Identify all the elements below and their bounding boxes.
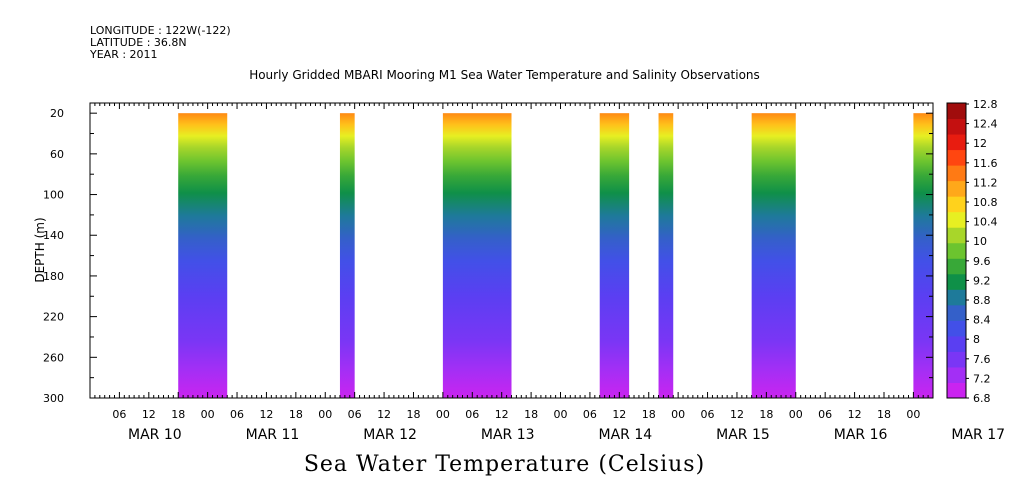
x-tick-label: 12	[142, 408, 156, 421]
colorbar-label: 12.4	[973, 118, 998, 131]
x-tick-label: 00	[201, 408, 215, 421]
x-tick-label: 06	[583, 408, 597, 421]
colorbar-swatch	[947, 366, 966, 383]
x-tick-label: 12	[259, 408, 273, 421]
x-tick-label: 00	[554, 408, 568, 421]
colorbar-swatch	[947, 149, 966, 166]
y-axis-label: DEPTH (m)	[33, 217, 47, 282]
data-segment-2	[339, 113, 355, 398]
x-tick-label: 06	[465, 408, 479, 421]
colorbar-label: 11.2	[973, 176, 998, 189]
y-tick-label: 300	[43, 392, 64, 405]
x-tick-label: 06	[230, 408, 244, 421]
colorbar-label: 10	[973, 235, 987, 248]
y-tick-label: 220	[43, 311, 64, 324]
x-tick-label: 18	[289, 408, 303, 421]
colorbar-label: 8.8	[973, 294, 991, 307]
date-label: MAR 10	[128, 427, 182, 443]
year-label: YEAR : 2011	[90, 48, 158, 61]
x-tick-label: 18	[759, 408, 773, 421]
colorbar-swatch	[947, 103, 966, 120]
colorbar: 6.8 7.2 7.6 8 8.4 8.8 9.2 9.6 10 10.4 10.8 11.2 11.6…	[946, 98, 998, 405]
axis-ticks	[89, 103, 934, 399]
colorbar-label: 12.8	[973, 98, 998, 111]
colorbar-label: 11.6	[973, 157, 998, 170]
colorbar-swatch	[947, 382, 966, 399]
date-label: MAR 17	[951, 427, 1005, 443]
x-tick-label: 18	[406, 408, 420, 421]
x-tick-label: 18	[524, 408, 538, 421]
colorbar-swatch	[947, 227, 966, 244]
x-tick-label: 12	[612, 408, 626, 421]
date-label: MAR 11	[246, 427, 300, 443]
colorbar-swatch	[947, 351, 966, 368]
colorbar-label: 8	[973, 333, 980, 346]
colorbar-swatch	[947, 304, 966, 321]
data-segment-7	[913, 113, 933, 398]
x-tick-label: 00	[318, 408, 332, 421]
date-label: MAR 12	[363, 427, 417, 443]
latitude-label: LATITUDE : 36.8N	[90, 36, 187, 49]
data-segment-4	[599, 113, 630, 398]
colorbar-label: 10.4	[973, 216, 998, 229]
x-tick-label: 18	[642, 408, 656, 421]
colorbar-label: 6.8	[973, 392, 991, 405]
x-tick-label: 18	[171, 408, 185, 421]
colorbar-title: Sea Water Temperature (Celsius)	[303, 452, 706, 477]
date-label: MAR 13	[481, 427, 535, 443]
data-bars	[178, 113, 933, 398]
colorbar-swatch	[947, 180, 966, 197]
colorbar-label: 12	[973, 137, 987, 150]
data-segment-6	[751, 113, 796, 398]
colorbar-swatch	[947, 134, 966, 151]
y-tick-label: 20	[50, 107, 64, 120]
colorbar-label: 8.4	[973, 314, 991, 327]
colorbar-label: 9.2	[973, 274, 991, 287]
date-label: MAR 16	[834, 427, 888, 443]
x-tick-label: 06	[701, 408, 715, 421]
colorbar-swatch	[947, 289, 966, 306]
date-label: MAR 14	[598, 427, 652, 443]
colorbar-label: 7.6	[973, 353, 991, 366]
colorbar-swatch	[947, 273, 966, 290]
x-tick-label: 00	[789, 408, 803, 421]
colorbar-swatch	[947, 165, 966, 182]
x-tick-label: 00	[671, 408, 685, 421]
colorbar-label: 10.8	[973, 196, 998, 209]
data-segment-3	[442, 113, 512, 398]
x-tick-label: 12	[848, 408, 862, 421]
colorbar-swatch	[947, 335, 966, 352]
x-tick-label: 06	[112, 408, 126, 421]
location-header: LONGITUDE : 122W(-122) LATITUDE : 36.8N …	[90, 25, 231, 61]
date-label: MAR 15	[716, 427, 770, 443]
y-tick-label: 100	[43, 189, 64, 202]
longitude-label: LONGITUDE : 122W(-122)	[90, 24, 231, 37]
x-tick-label: 06	[818, 408, 832, 421]
x-tick-label: 18	[877, 408, 891, 421]
x-tick-label: 12	[377, 408, 391, 421]
colorbar-swatch	[947, 242, 966, 259]
x-tick-label: 00	[436, 408, 450, 421]
data-segment-1	[178, 113, 228, 398]
chart-title: Hourly Gridded MBARI Mooring M1 Sea Wate…	[249, 68, 760, 82]
y-tick-label: 260	[43, 351, 64, 364]
x-tick-label: 12	[730, 408, 744, 421]
colorbar-swatch	[947, 258, 966, 275]
x-tick-label: 12	[495, 408, 509, 421]
colorbar-label: 9.6	[973, 255, 991, 268]
x-tick-label: 00	[906, 408, 920, 421]
colorbar-swatch	[947, 320, 966, 337]
colorbar-swatch	[947, 196, 966, 213]
data-segment-5	[658, 113, 674, 398]
y-tick-label: 140	[43, 229, 64, 242]
x-tick-label: 06	[348, 408, 362, 421]
colorbar-swatch	[947, 211, 966, 228]
y-tick-label: 180	[43, 270, 64, 283]
colorbar-label: 7.2	[973, 372, 991, 385]
axis-labels: 20 60 100 140 180 220 260 300 06 12 18 00 06 12 18 00 06…	[43, 107, 1005, 443]
y-tick-label: 60	[50, 148, 64, 161]
colorbar-swatch	[947, 118, 966, 135]
